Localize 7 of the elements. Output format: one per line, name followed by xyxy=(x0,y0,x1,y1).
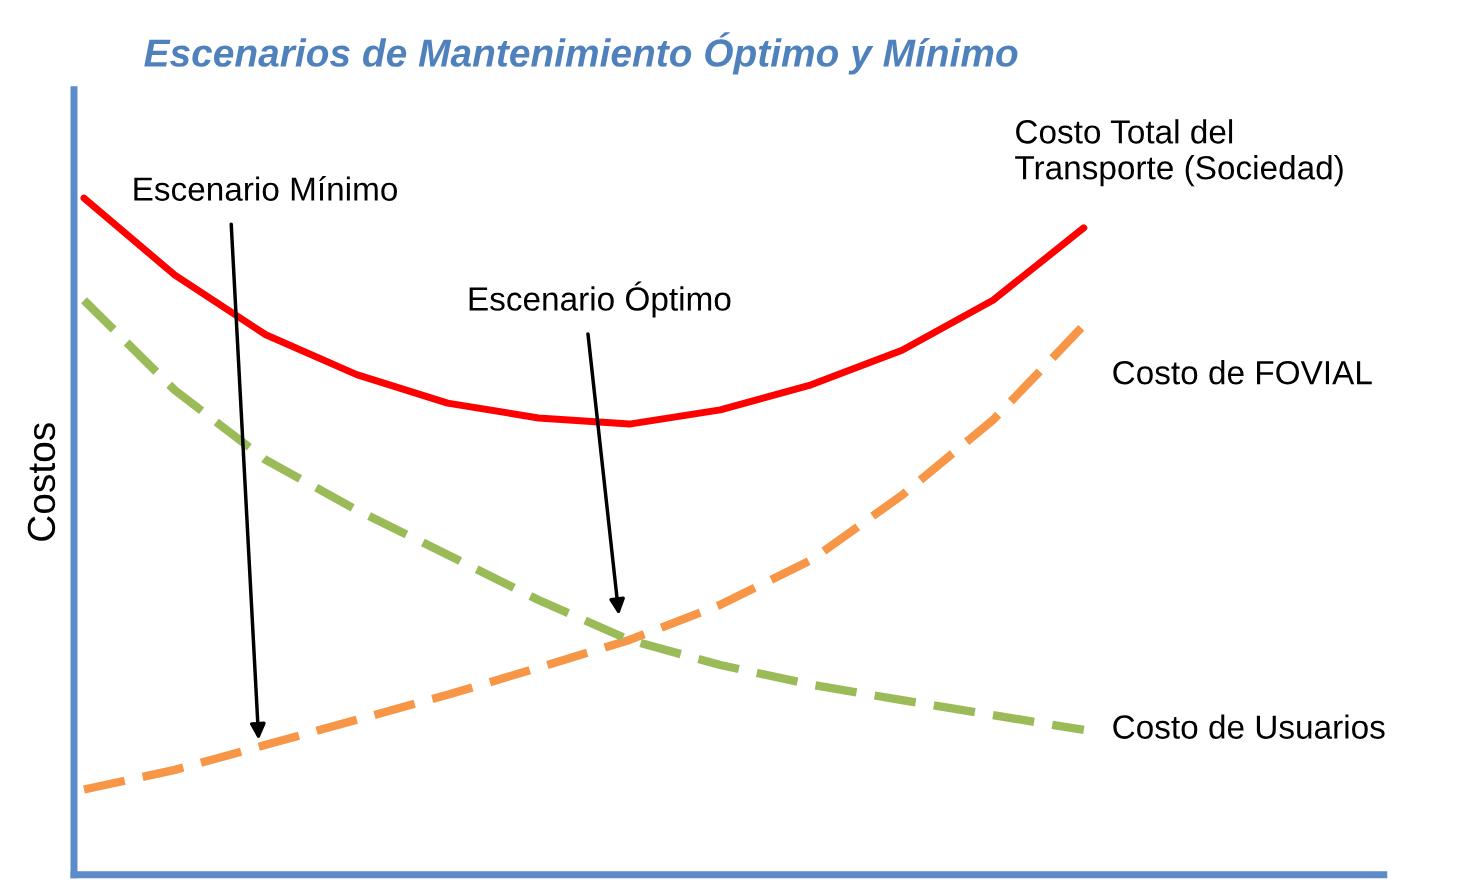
annotation: Escenario Óptimo xyxy=(469,281,731,318)
y-axis-title: Costos xyxy=(27,423,56,541)
series-label: Costo de Usuarios xyxy=(1113,714,1385,739)
annotation: Escenario Mínimo xyxy=(134,176,397,201)
chart-title: Escenarios de Mantenimiento Óptimo y Mínimo xyxy=(144,32,1018,75)
text: Costo Total del Transporte (Sociedad) xyxy=(1015,119,1343,187)
series-label: Costo de FOVIAL xyxy=(1113,360,1372,385)
